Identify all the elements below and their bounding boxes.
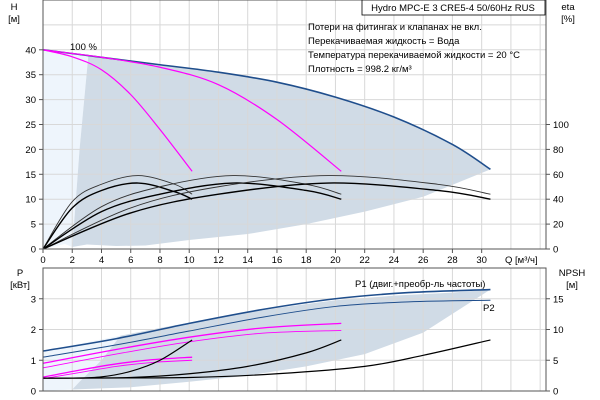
y-tick-label: 10 xyxy=(25,195,36,206)
chart-title: Hydro MPC-E 3 CRE5-4 50/60Hz RUS xyxy=(371,3,535,14)
x-tick-label: 30 xyxy=(476,255,487,266)
top-y-unit: [м] xyxy=(8,14,20,25)
series-line-8 xyxy=(42,339,491,379)
y2-tick-label: 20 xyxy=(553,220,564,231)
y2-tick-label: 10 xyxy=(553,325,564,336)
series-line-4 xyxy=(42,182,193,250)
top-y2-label: eta xyxy=(561,2,575,13)
top-y2-unit: [%] xyxy=(561,14,575,25)
series-line-4 xyxy=(42,356,193,378)
x-tick-label: 6 xyxy=(128,255,133,266)
y2-tick-label: 0 xyxy=(553,387,558,398)
operating-region xyxy=(72,289,491,390)
title-box xyxy=(361,0,546,16)
y2-tick-label: 15 xyxy=(553,294,564,305)
series-line-1 xyxy=(42,299,491,358)
y-tick-label: 35 xyxy=(25,70,36,81)
y2-tick-label: 0 xyxy=(553,245,558,256)
y-tick-label: 5 xyxy=(31,220,36,231)
series-line-8 xyxy=(42,182,491,250)
note-density: Плотность = 998.2 кг/м³ xyxy=(308,64,412,75)
y2-tick-label: 80 xyxy=(553,145,564,156)
note-losses: Потери на фитингах и клапанах не вкл. xyxy=(308,22,482,33)
y2-tick-label: 5 xyxy=(553,356,558,367)
x-tick-label: 18 xyxy=(301,255,312,266)
series-line-5 xyxy=(42,359,193,380)
y-tick-label: 40 xyxy=(25,45,36,56)
series-line-1 xyxy=(42,49,193,172)
note-liquid: Перекачиваемая жидкость = Вода xyxy=(308,36,460,47)
series-line-7 xyxy=(42,175,491,250)
y-tick-label: 30 xyxy=(25,95,36,106)
x-tick-label: 8 xyxy=(157,255,162,266)
y-tick-label: 25 xyxy=(25,120,36,131)
series-line-3 xyxy=(42,175,193,250)
y-tick-label: 1 xyxy=(31,356,36,367)
bottom-y-unit: [кВт] xyxy=(10,280,30,291)
x-tick-label: 10 xyxy=(184,255,195,266)
annotation-100-percent: 100 % xyxy=(70,42,97,53)
y-tick-label: 2 xyxy=(31,325,36,336)
series-line-2 xyxy=(42,322,342,364)
x-tick-label: 16 xyxy=(272,255,283,266)
p2-label: P2 xyxy=(483,303,495,314)
series-line-6 xyxy=(42,182,342,250)
x-tick-label: 24 xyxy=(389,255,400,266)
x-tick-label: 14 xyxy=(242,255,253,266)
p1-label: P1 (двиг.+преобр-ль частоты) xyxy=(355,279,485,290)
series-line-2 xyxy=(42,49,342,172)
x-tick-label: 12 xyxy=(213,255,224,266)
bottom-y2-unit: [м] xyxy=(566,280,578,291)
y2-tick-label: 40 xyxy=(553,195,564,206)
x-axis-label: Q [м³/ч] xyxy=(505,255,538,266)
y2-tick-label: 60 xyxy=(553,170,564,181)
x-tick-label: 26 xyxy=(418,255,429,266)
top-y-label: H xyxy=(11,2,18,13)
y2-tick-label: 100 xyxy=(553,120,569,131)
y-tick-label: 15 xyxy=(25,170,36,181)
y-tick-label: 20 xyxy=(25,145,36,156)
note-temperature: Температура перекачиваемой жидкости = 20… xyxy=(308,50,520,61)
x-tick-label: 22 xyxy=(359,255,370,266)
series-line-0 xyxy=(42,288,491,352)
bottom-y-label: P xyxy=(17,268,23,279)
y-tick-label: 3 xyxy=(31,294,36,305)
x-tick-label: 2 xyxy=(70,255,75,266)
x-tick-label: 28 xyxy=(447,255,458,266)
x-tick-label: 4 xyxy=(99,255,104,266)
bottom-y2-label: NPSH xyxy=(559,268,586,279)
y-tick-label: 0 xyxy=(31,387,36,398)
x-tick-label: 0 xyxy=(40,255,45,266)
x-tick-label: 20 xyxy=(330,255,341,266)
y-tick-label: 0 xyxy=(31,245,36,256)
